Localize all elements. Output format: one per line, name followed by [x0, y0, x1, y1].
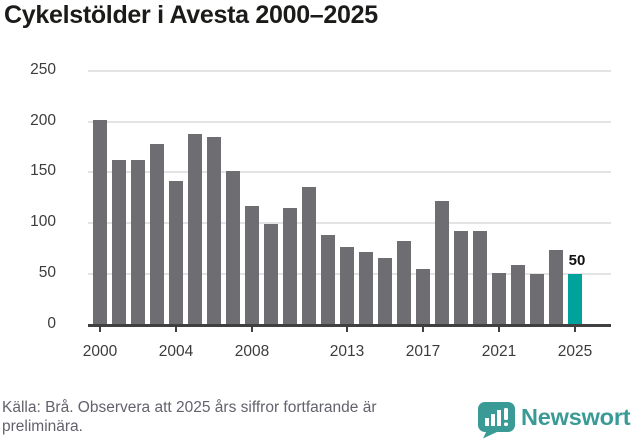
- y-axis-tick-label: 50: [38, 263, 56, 281]
- bar-2021: [492, 272, 506, 326]
- bar-2005: [188, 133, 202, 326]
- bar-2010: [283, 207, 297, 326]
- bar-2011: [302, 187, 316, 326]
- x-axis-tick-2004: [175, 327, 177, 332]
- bar-2003: [150, 143, 164, 326]
- bar-2019: [454, 231, 468, 326]
- gridline-y-150: [88, 171, 611, 174]
- gridline-y-200: [88, 120, 611, 123]
- bar-2008: [245, 205, 259, 326]
- x-axis-tick-label: 2000: [82, 343, 118, 360]
- bar-2024: [549, 250, 563, 326]
- newsworthy-wordmark: Newsworthy: [521, 404, 631, 430]
- x-axis-line: [88, 324, 611, 327]
- bar-2007: [226, 171, 240, 326]
- y-axis-tick-label: 250: [30, 60, 56, 78]
- bar-2023: [530, 273, 544, 326]
- x-axis-tick-label: 2004: [158, 343, 194, 360]
- bar-2004: [169, 181, 183, 326]
- gridline-y-100: [88, 222, 611, 224]
- bar-2002: [131, 160, 145, 326]
- x-axis-tick-label: 2025: [557, 343, 593, 360]
- bar-2025: [568, 273, 582, 326]
- bar-2006: [207, 136, 221, 326]
- newsworthy-chart-bubble-icon: [478, 402, 515, 439]
- bar-2016: [397, 241, 411, 326]
- x-axis-tick-2025: [574, 327, 576, 332]
- newsworthy-logo: Newsworthy: [477, 401, 631, 439]
- bar-2000: [93, 120, 107, 326]
- bar-2020: [473, 231, 487, 326]
- bar-2018: [435, 200, 449, 326]
- bar-2017: [416, 268, 430, 326]
- y-axis-tick-label: 0: [47, 314, 56, 332]
- source-note: Källa: Brå. Observera att 2025 års siffr…: [2, 399, 377, 435]
- chart-title: Cykelstölder i Avesta 2000–2025: [4, 1, 378, 29]
- bar-2009: [264, 224, 278, 326]
- x-axis-tick-label: 2021: [481, 343, 517, 360]
- x-axis-tick-2013: [346, 327, 348, 332]
- bar-2022: [511, 264, 525, 326]
- y-axis-tick-label: 200: [30, 111, 56, 129]
- bar-2014: [359, 252, 373, 326]
- x-axis-tick-label: 2013: [329, 343, 365, 360]
- bar-2001: [112, 160, 126, 326]
- x-axis-tick-label: 2008: [234, 343, 270, 360]
- bar-2012: [321, 235, 335, 326]
- x-axis-tick-2008: [251, 327, 253, 332]
- gridline-y-250: [88, 69, 611, 72]
- y-axis-tick-label: 150: [30, 162, 56, 180]
- x-axis-tick-label: 2017: [405, 343, 441, 360]
- y-axis-tick-label: 100: [30, 213, 56, 230]
- x-axis-tick-2021: [498, 327, 500, 332]
- x-axis-tick-2017: [422, 327, 424, 332]
- bar-2013: [340, 247, 354, 326]
- highlight-value-label: 50: [568, 251, 586, 269]
- x-axis-tick-2000: [99, 327, 101, 332]
- bar-2015: [378, 257, 392, 326]
